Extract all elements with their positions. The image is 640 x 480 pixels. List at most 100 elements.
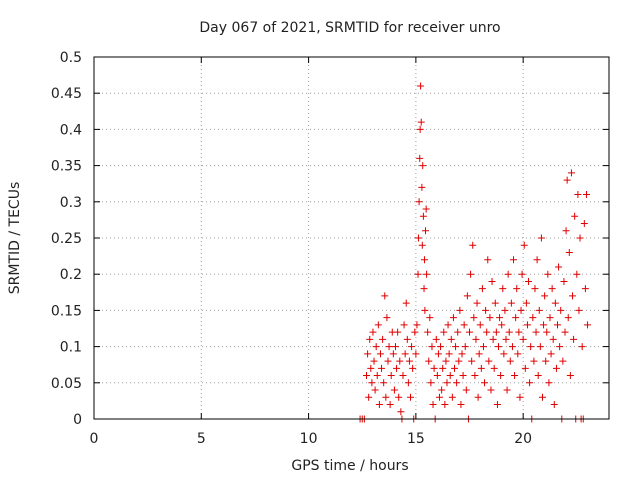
- data-point: [559, 357, 567, 365]
- data-point: [414, 234, 422, 242]
- data-point: [488, 277, 496, 285]
- data-point: [534, 372, 542, 380]
- data-point: [483, 328, 491, 336]
- y-tick-label: 0.15: [51, 303, 82, 319]
- data-point: [543, 328, 551, 336]
- data-point: [375, 401, 383, 409]
- data-point: [475, 350, 483, 358]
- data-point: [451, 364, 458, 372]
- data-point: [430, 364, 438, 372]
- data-point: [380, 379, 388, 387]
- x-tick-label: 15: [407, 431, 425, 447]
- data-point: [395, 393, 403, 401]
- data-point: [381, 292, 389, 300]
- y-tick-label: 0: [73, 412, 82, 428]
- data-point: [413, 321, 421, 329]
- data-point: [514, 350, 522, 358]
- data-point: [561, 328, 569, 336]
- data-point: [454, 328, 462, 336]
- data-point: [482, 306, 490, 314]
- y-tick-label: 0.2: [60, 267, 82, 283]
- x-tick-label: 0: [90, 431, 99, 447]
- data-point: [552, 364, 560, 372]
- data-point: [530, 357, 538, 365]
- data-point: [460, 321, 468, 329]
- data-point: [365, 393, 373, 401]
- data-point: [541, 292, 549, 300]
- data-point: [580, 220, 588, 228]
- data-point: [551, 299, 559, 307]
- x-axis-label: GPS time / hours: [291, 458, 408, 474]
- data-point: [486, 314, 494, 322]
- data-point: [506, 357, 514, 365]
- data-point: [550, 401, 558, 409]
- data-point: [421, 306, 429, 314]
- data-point: [563, 176, 571, 184]
- data-point: [422, 205, 430, 213]
- data-point: [367, 364, 375, 372]
- data-point: [423, 270, 431, 278]
- data-point: [578, 343, 586, 351]
- data-point: [471, 372, 479, 380]
- data-point: [542, 357, 550, 365]
- data-point: [575, 306, 583, 314]
- data-point: [538, 393, 546, 401]
- data-point: [518, 270, 526, 278]
- data-point: [463, 292, 471, 300]
- data-point: [492, 328, 500, 336]
- data-point: [382, 393, 390, 401]
- data-point: [389, 350, 397, 358]
- data-point: [565, 248, 573, 256]
- y-axis-label: SRMTID / TECUs: [7, 182, 23, 295]
- data-point: [511, 372, 519, 380]
- data-point: [526, 379, 534, 387]
- data-point: [484, 256, 492, 264]
- data-point: [394, 328, 402, 336]
- data-point: [500, 350, 508, 358]
- y-tick-label: 0.05: [51, 376, 82, 392]
- data-point: [519, 335, 527, 343]
- data-point: [391, 343, 399, 351]
- chart-title: Day 067 of 2021, SRMTID for receiver unr…: [199, 20, 500, 36]
- data-point: [441, 401, 449, 409]
- data-point: [571, 212, 579, 220]
- data-point: [396, 357, 404, 365]
- data-point: [566, 372, 574, 380]
- data-point: [490, 364, 498, 372]
- data-point: [574, 191, 582, 199]
- data-point: [397, 408, 405, 416]
- data-point: [545, 379, 553, 387]
- data-point: [581, 285, 589, 293]
- data-point: [582, 191, 590, 199]
- y-tick-label: 0.5: [60, 50, 82, 66]
- data-point: [523, 321, 531, 329]
- data-point: [522, 299, 530, 307]
- data-points: [356, 82, 592, 423]
- data-point: [368, 379, 376, 387]
- data-point: [535, 306, 543, 314]
- data-point: [434, 350, 442, 358]
- data-point: [390, 386, 398, 394]
- data-point: [564, 314, 572, 322]
- data-point: [554, 321, 561, 329]
- data-point: [417, 82, 425, 90]
- data-point: [501, 306, 509, 314]
- data-point: [371, 386, 379, 394]
- data-point: [443, 379, 451, 387]
- data-point: [481, 379, 489, 387]
- data-point: [468, 357, 476, 365]
- data-point: [479, 343, 487, 351]
- data-point: [412, 350, 420, 358]
- data-point: [440, 328, 448, 336]
- data-point: [435, 393, 443, 401]
- data-point: [449, 314, 457, 322]
- data-point: [576, 234, 584, 242]
- data-point: [373, 372, 381, 380]
- data-point: [456, 306, 464, 314]
- data-point: [415, 198, 423, 206]
- data-point: [573, 270, 581, 278]
- y-tick-label: 0.35: [51, 159, 82, 175]
- data-point: [504, 270, 512, 278]
- data-point: [502, 335, 510, 343]
- data-point: [529, 314, 537, 322]
